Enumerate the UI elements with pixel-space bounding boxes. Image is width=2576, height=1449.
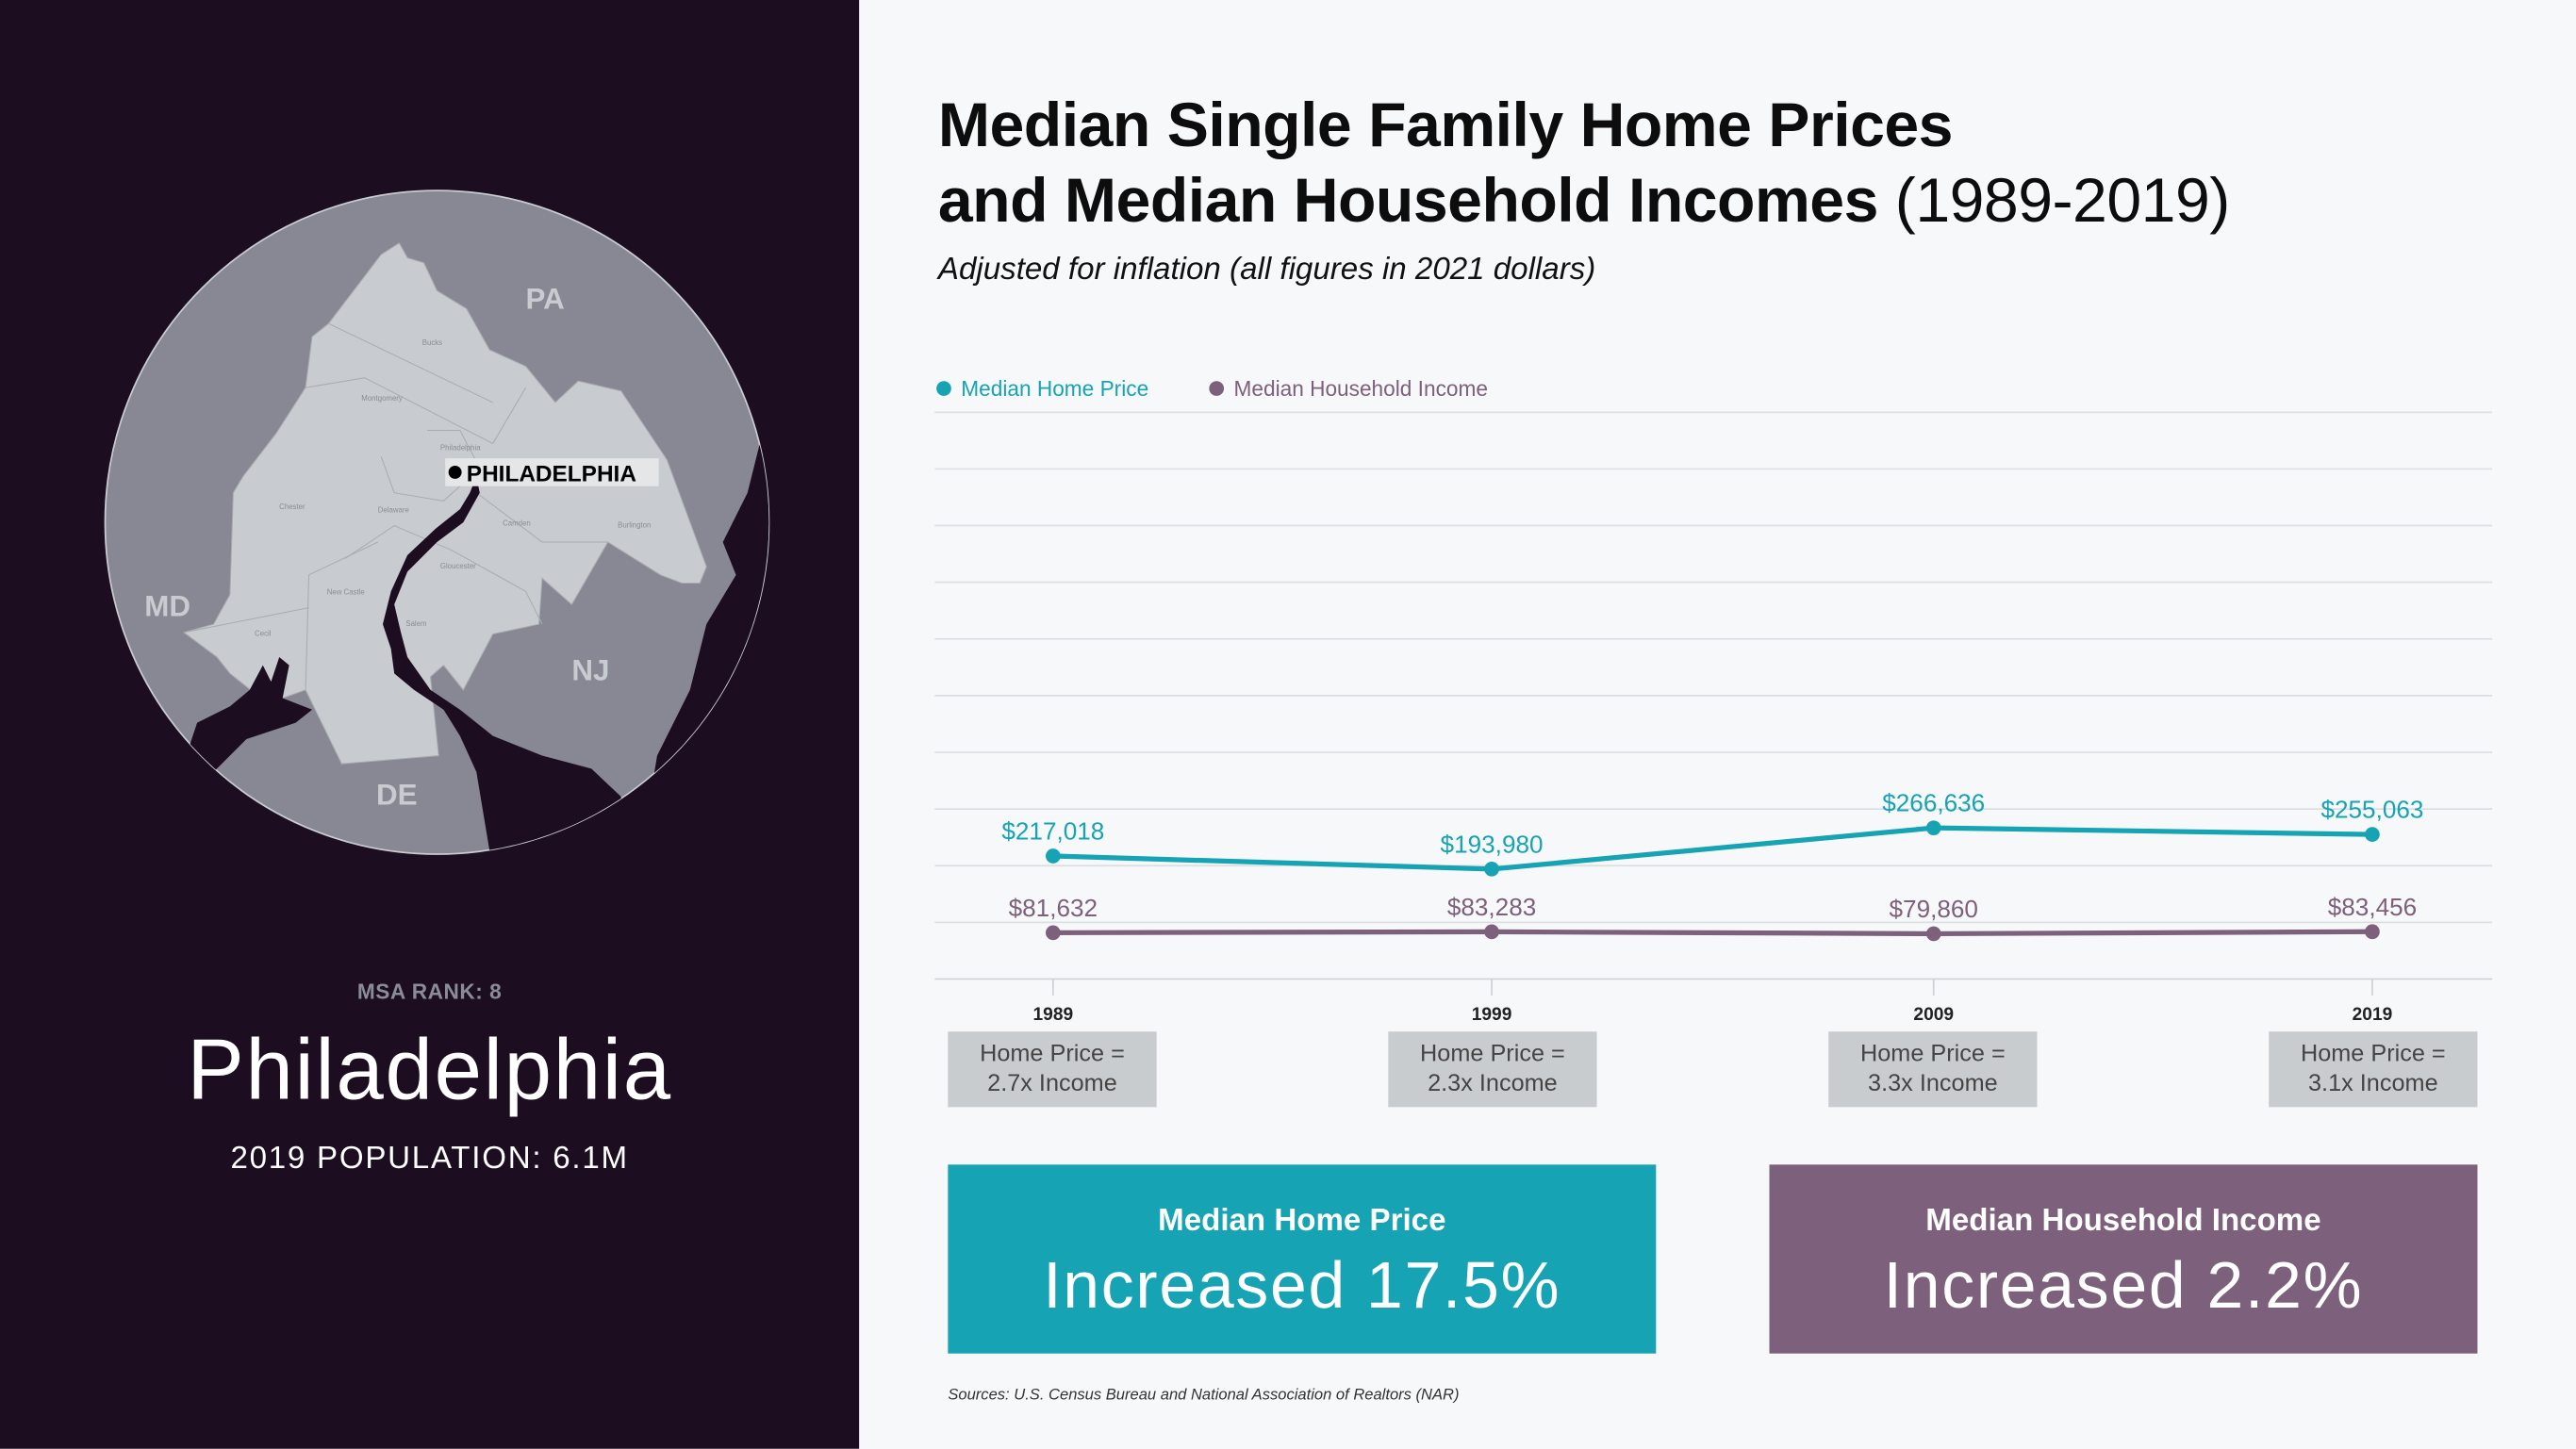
state-label-de: DE	[376, 779, 418, 812]
ratio-box-2009: Home Price = 3.3x Income	[1828, 1031, 2038, 1108]
ratio-value: 3.3x Income	[1868, 1071, 1998, 1097]
ratio-line: Home Price =	[980, 1041, 1125, 1068]
x-tick-label: 1999	[1472, 1005, 1512, 1025]
title-line-1: Median Single Family Home Prices	[937, 91, 1954, 161]
x-tick-label: 1989	[1033, 1005, 1074, 1025]
county-label: New Castle	[327, 588, 365, 597]
legend-dot-icon	[1209, 381, 1225, 396]
ratio-box-1989: Home Price = 2.7x Income	[948, 1031, 1157, 1108]
legend-label: Median Home Price	[961, 375, 1149, 402]
data-point	[1925, 926, 1941, 942]
ratio-box-2019: Home Price = 3.1x Income	[2269, 1031, 2478, 1108]
data-point	[1484, 861, 1499, 877]
x-tick-label: 2009	[1913, 1005, 1954, 1025]
data-label: $83,283	[1447, 893, 1536, 921]
region-map: PA MD NJ DE Bucks Montgomery Philadelphi…	[104, 189, 770, 855]
city-panel: PA MD NJ DE Bucks Montgomery Philadelphi…	[0, 0, 860, 1449]
data-point	[2365, 924, 2380, 940]
ratio-value: 3.1x Income	[2308, 1071, 2438, 1097]
page-title: Median Single Family Home Prices and Med…	[938, 89, 2230, 239]
data-label: $83,456	[2328, 893, 2417, 921]
delaware-river	[382, 476, 625, 855]
msa-rank: MSA RANK: 8	[356, 979, 503, 1004]
series-line-home-price	[1052, 825, 2372, 872]
subtitle: Adjusted for inflation (all figures in 2…	[937, 253, 1596, 288]
map-land	[182, 242, 707, 765]
stat-heading: Median Household Income	[1925, 1204, 2321, 1239]
population: 2019 POPULATION: 6.1M	[230, 1141, 629, 1177]
stat-value: Increased 2.2%	[1883, 1249, 2364, 1323]
ratio-line: Home Price =	[2300, 1041, 2446, 1068]
legend-item-home-price: Median Home Price	[936, 376, 1148, 401]
ratio-value: 2.3x Income	[1428, 1071, 1558, 1097]
chesapeake-bay	[180, 656, 313, 772]
county-label: Delaware	[378, 506, 409, 515]
data-label: $193,980	[1441, 830, 1544, 858]
title-years: (1989-2019)	[1894, 167, 2230, 237]
ratio-box-1999: Home Price = 2.3x Income	[1388, 1031, 1597, 1108]
title-line-2: and Median Household Incomes	[937, 167, 1879, 237]
x-tick-label: 2019	[2353, 1005, 2393, 1025]
data-point	[1484, 924, 1499, 940]
data-point	[1925, 820, 1941, 836]
county-label: Salem	[405, 619, 426, 628]
series-line-household-income	[1052, 929, 2372, 937]
sources-note: Sources: U.S. Census Bureau and National…	[948, 1386, 1460, 1405]
stat-value: Increased 17.5%	[1043, 1249, 1561, 1323]
county-label: Camden	[503, 519, 531, 528]
city-label: PHILADELPHIA	[467, 462, 636, 487]
county-label: Chester	[279, 502, 305, 511]
county-label: Philadelphia	[440, 443, 481, 452]
ratio-line: Home Price =	[1859, 1041, 2006, 1068]
city-marker-icon	[448, 465, 462, 479]
data-label: $217,018	[1001, 817, 1104, 846]
stat-box-home-price: Median Home Price Increased 17.5%	[948, 1164, 1657, 1354]
legend-label: Median Household Income	[1233, 375, 1488, 402]
data-point	[1046, 848, 1061, 864]
city-name: Philadelphia	[187, 1023, 672, 1119]
state-label-md: MD	[144, 589, 190, 622]
stat-heading: Median Home Price	[1158, 1204, 1446, 1239]
state-label-nj: NJ	[571, 653, 609, 686]
ratio-value: 2.7x Income	[987, 1071, 1117, 1097]
stat-box-household-income: Median Household Income Increased 2.2%	[1769, 1164, 2478, 1354]
data-label: $266,636	[1882, 789, 1985, 817]
data-point	[1046, 925, 1061, 941]
county-label: Gloucester	[440, 562, 476, 570]
ratio-line: Home Price =	[1420, 1041, 1565, 1068]
county-label: Burlington	[618, 520, 651, 529]
data-label: $79,860	[1890, 895, 1978, 923]
city-label-bg	[445, 458, 659, 486]
data-label: $81,632	[1009, 894, 1098, 922]
county-label: Cecil	[255, 629, 272, 637]
legend-dot-icon	[936, 381, 951, 396]
legend-item-household-income: Median Household Income	[1209, 376, 1488, 401]
county-label: Bucks	[422, 338, 442, 347]
data-label: $255,063	[2320, 796, 2423, 824]
county-label: Montgomery	[361, 394, 403, 403]
state-label-pa: PA	[526, 283, 565, 316]
data-point	[2365, 827, 2380, 842]
